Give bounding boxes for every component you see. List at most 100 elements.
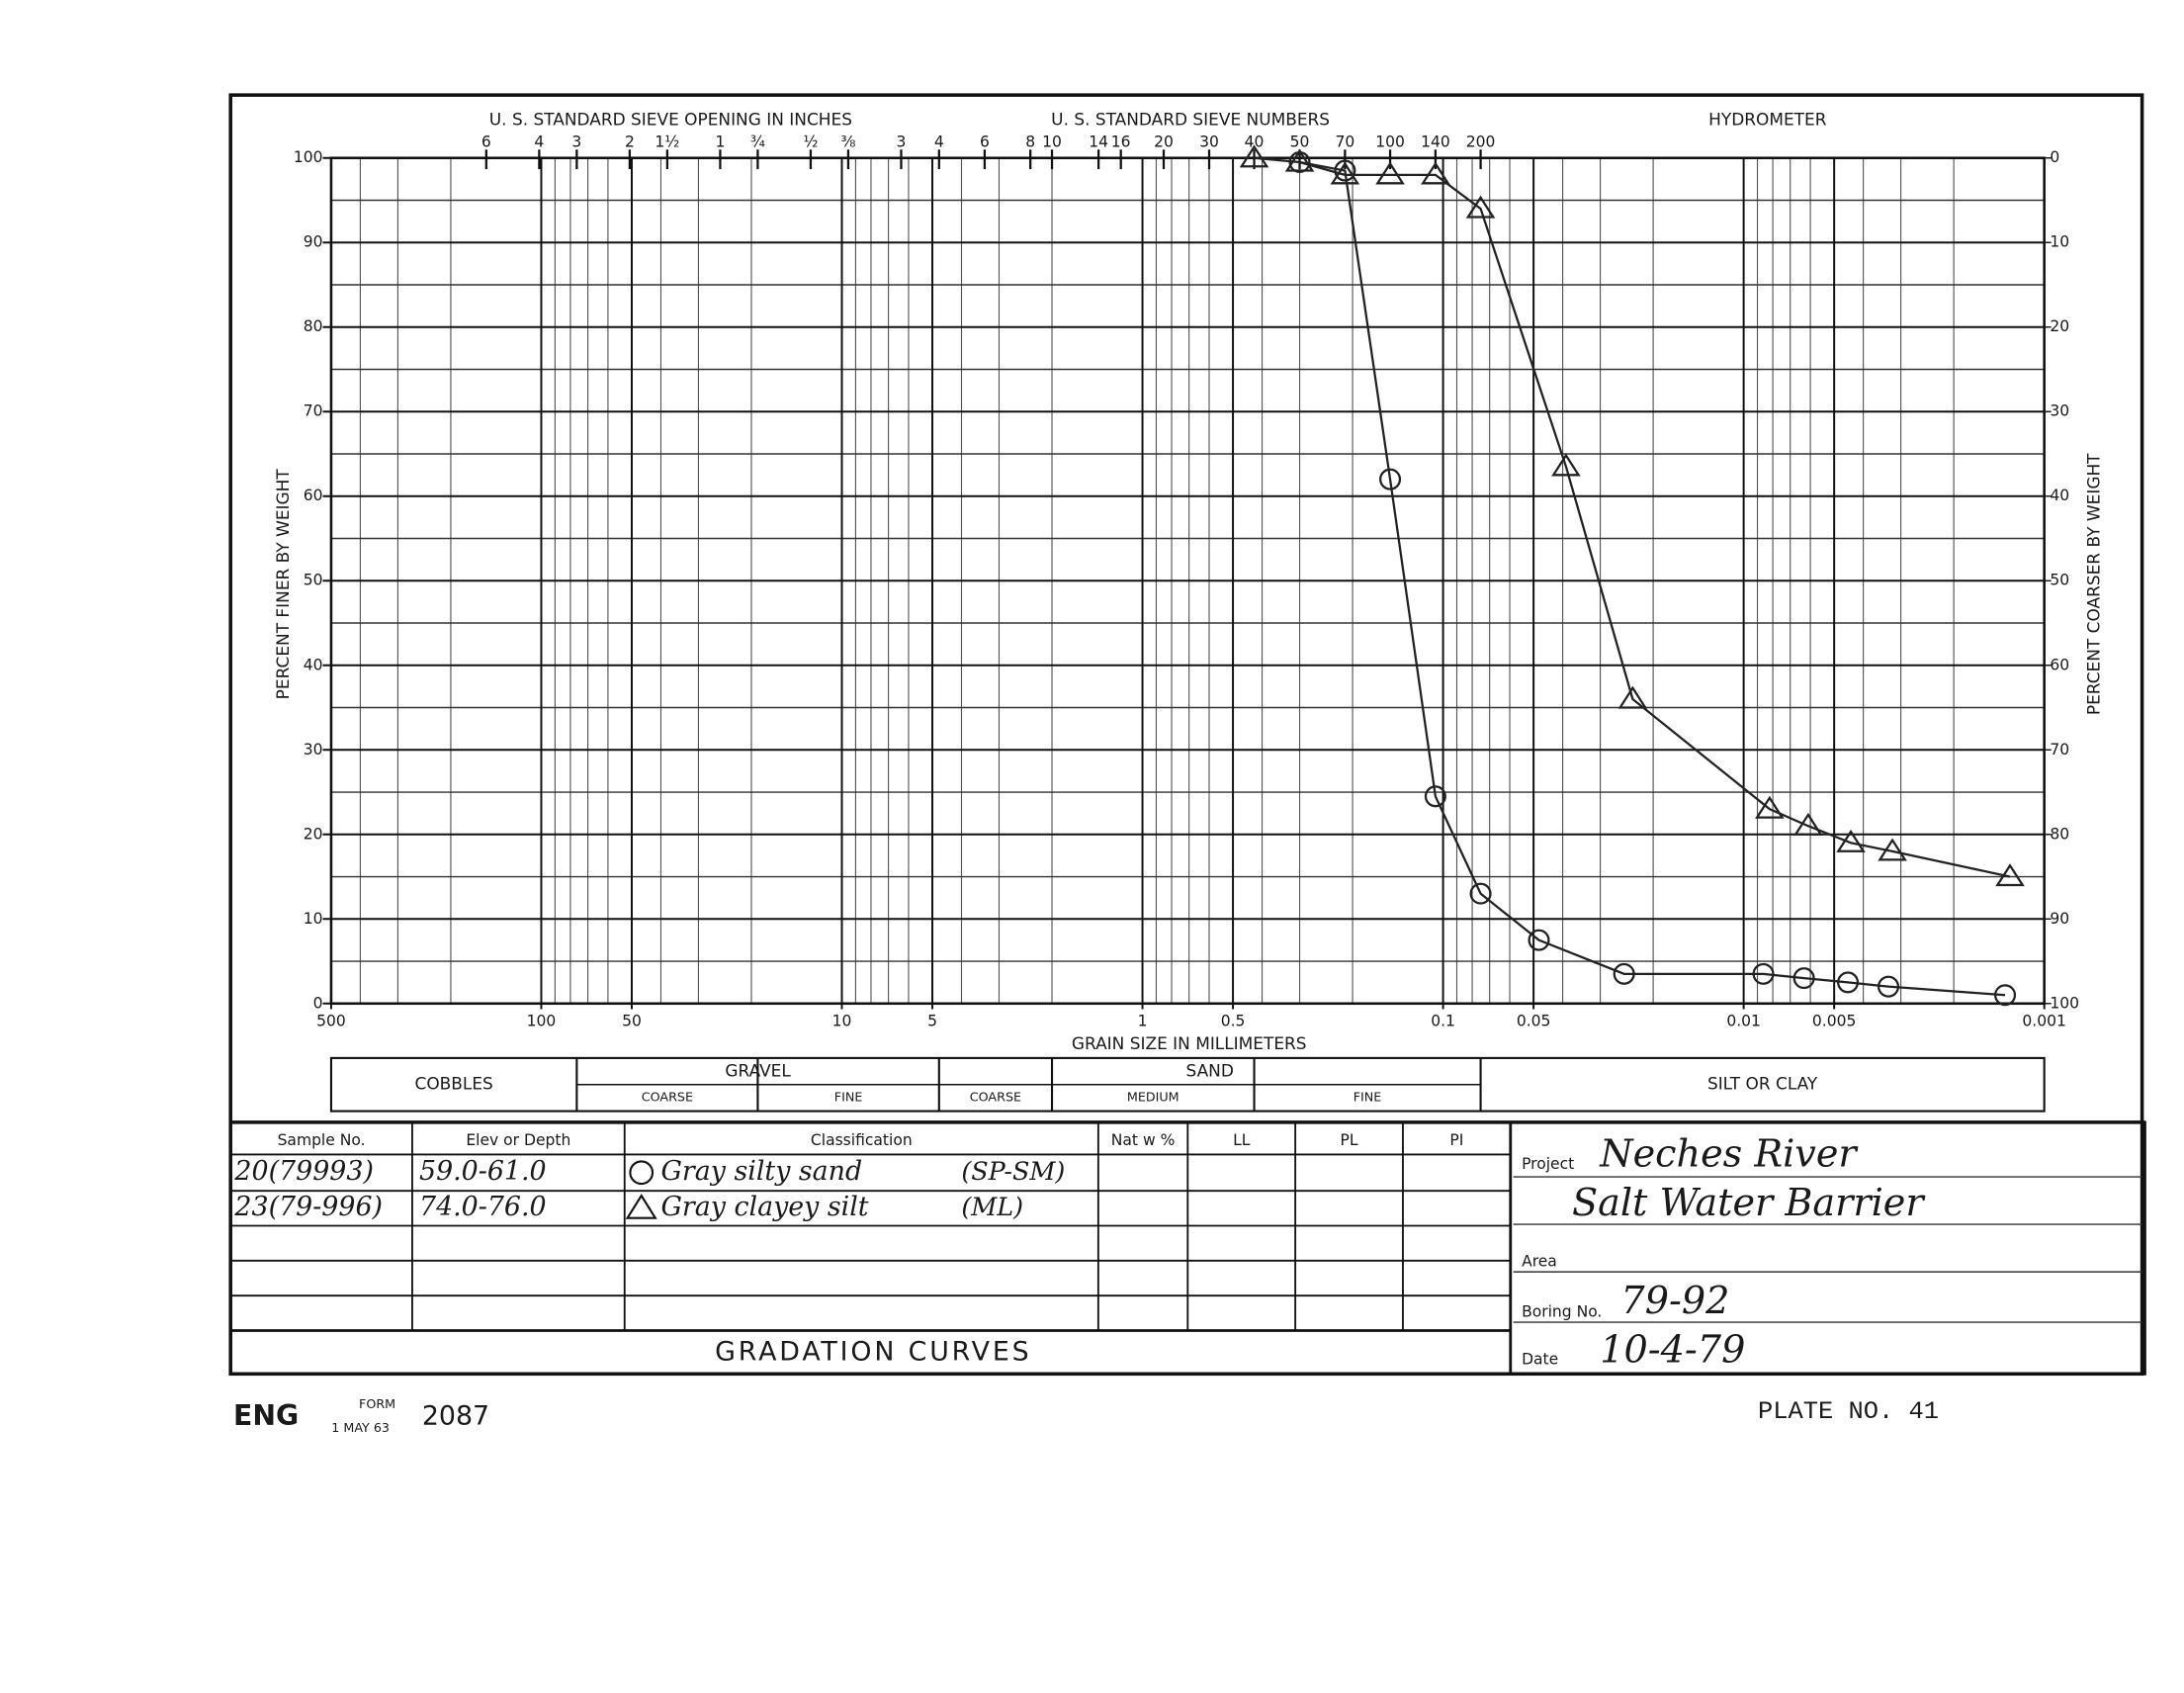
y-tick-label: 40 — [304, 656, 323, 673]
project-label: Project — [1522, 1155, 1574, 1173]
point — [1379, 468, 1402, 490]
x2-tick-label: 14 — [1089, 134, 1108, 151]
class-sub-label: FINE — [1354, 1090, 1382, 1105]
eng: ENG — [233, 1399, 299, 1432]
table-header: Nat w % — [1111, 1131, 1176, 1149]
x2-tick-label: 2 — [625, 134, 635, 151]
y2-tick-label: 40 — [2050, 487, 2069, 504]
class-label: SILT OR CLAY — [1707, 1074, 1818, 1094]
point — [1878, 838, 1907, 861]
class-sub-label: COARSE — [642, 1090, 693, 1105]
group-symbol: (ML) — [961, 1192, 1023, 1221]
curve — [1254, 156, 2011, 878]
point — [1752, 962, 1775, 985]
x2-tick-label: 4 — [934, 134, 944, 151]
curve — [1299, 160, 2006, 997]
x2-tick-label: 200 — [1466, 134, 1496, 151]
x2-header: U. S. STANDARD SIEVE NUMBERS — [1051, 110, 1330, 130]
classification: Gray clayey silt — [660, 1192, 868, 1222]
symbol — [629, 1160, 655, 1186]
x2-header: HYDROMETER — [1708, 110, 1827, 130]
y2-tick-label: 0 — [2050, 148, 2059, 166]
x-tick-label: 0.1 — [1431, 1013, 1455, 1030]
date-label: Date — [1522, 1351, 1558, 1369]
point — [1284, 148, 1315, 172]
boring-label: Boring No. — [1522, 1303, 1602, 1321]
x-tick-label: 1 — [1138, 1013, 1148, 1030]
x-tick-label: 0.005 — [1812, 1013, 1856, 1030]
x-tick-label: 5 — [927, 1013, 937, 1030]
point — [1877, 975, 1900, 998]
class-bar — [329, 1056, 2046, 1113]
y-tick-label: 100 — [294, 148, 323, 166]
x-tick-label: 100 — [527, 1013, 557, 1030]
x-tick-label: 0.01 — [1726, 1013, 1761, 1030]
boring-no: 79-92 — [1620, 1279, 1729, 1322]
x2-tick-label: 140 — [1421, 134, 1450, 151]
group-symbol: (SP-SM) — [961, 1156, 1065, 1186]
table-header: LL — [1233, 1131, 1251, 1149]
x2-tick-label: ⅜ — [840, 134, 855, 151]
class-sub-label: COARSE — [970, 1090, 1021, 1105]
x2-tick-label: 6 — [980, 134, 990, 151]
x2-tick-label: 16 — [1111, 134, 1131, 151]
y-tick-label: 90 — [304, 233, 323, 251]
project-line: Salt Water Barrier — [1572, 1181, 1926, 1224]
point — [1613, 962, 1635, 985]
x2-header: U. S. STANDARD SIEVE OPENING IN INCHES — [489, 110, 852, 130]
sample-no: 20(79993) — [233, 1156, 374, 1187]
x2-tick-label: 1 — [715, 134, 725, 151]
point — [1421, 161, 1450, 185]
point — [1617, 685, 1648, 709]
y2-tick-label: 30 — [2050, 402, 2069, 420]
x2-tick-label: 1½ — [655, 134, 679, 151]
point — [1792, 967, 1815, 990]
table-header: Elev or Depth — [466, 1131, 570, 1149]
table-header: PI — [1449, 1131, 1463, 1149]
point — [1330, 161, 1360, 185]
y2-tick-label: 20 — [2050, 317, 2069, 335]
x2-tick-label: 10 — [1042, 134, 1062, 151]
classification: Gray silty sand — [660, 1156, 862, 1187]
chart: 0 10 20 30 40 50 60 70 80 90 100 0 10 20 30 40 50 60 70 80 9… — [273, 110, 2104, 1053]
project-line: Neches River — [1599, 1132, 1859, 1176]
x-tick-label: 10 — [832, 1013, 852, 1030]
x2-tick-label: ½ — [803, 134, 818, 151]
x2-tick-label: 30 — [1199, 134, 1219, 151]
table-header: Sample No. — [278, 1131, 366, 1149]
date: 10-4-79 — [1600, 1328, 1745, 1372]
symbol — [625, 1194, 657, 1219]
y-tick-label: 10 — [304, 910, 323, 928]
point — [1334, 159, 1356, 182]
class-label: COBBLES — [415, 1074, 493, 1094]
y2-tick-label: 10 — [2050, 233, 2069, 251]
form-number: 2087 — [422, 1401, 489, 1432]
depth: 59.0-61.0 — [419, 1156, 547, 1187]
x2-tick-label: 20 — [1154, 134, 1174, 151]
point — [1994, 984, 2017, 1007]
y-axis-title: PERCENT FINER BY WEIGHT — [273, 469, 293, 700]
y2-axis-title: PERCENT COARSER BY WEIGHT — [2084, 453, 2104, 715]
x2-tick-label: 40 — [1245, 134, 1265, 151]
class-label: GRAVEL — [725, 1060, 791, 1080]
point — [1375, 161, 1405, 185]
table-footer: GRADATION CURVES — [715, 1337, 1031, 1368]
point — [1469, 882, 1492, 905]
x2-tick-label: ¾ — [750, 134, 765, 151]
x2-tick-label: 4 — [534, 134, 544, 151]
x2-tick-label: 8 — [1025, 134, 1035, 151]
point — [1836, 829, 1866, 852]
point — [1995, 863, 2025, 887]
point — [1551, 453, 1581, 477]
point — [1755, 795, 1785, 819]
x2-tick-label: 6 — [481, 134, 491, 151]
x2-tick-label: 3 — [571, 134, 581, 151]
class-sub-label: MEDIUM — [1127, 1090, 1179, 1105]
table-header: PL — [1341, 1131, 1358, 1149]
form-date: 1 MAY 63 — [331, 1420, 390, 1435]
y-tick-label: 60 — [304, 487, 323, 504]
class-label: SAND — [1186, 1060, 1234, 1080]
form: GRADATION CURVES Project Neches River Sa… — [230, 1056, 2146, 1435]
